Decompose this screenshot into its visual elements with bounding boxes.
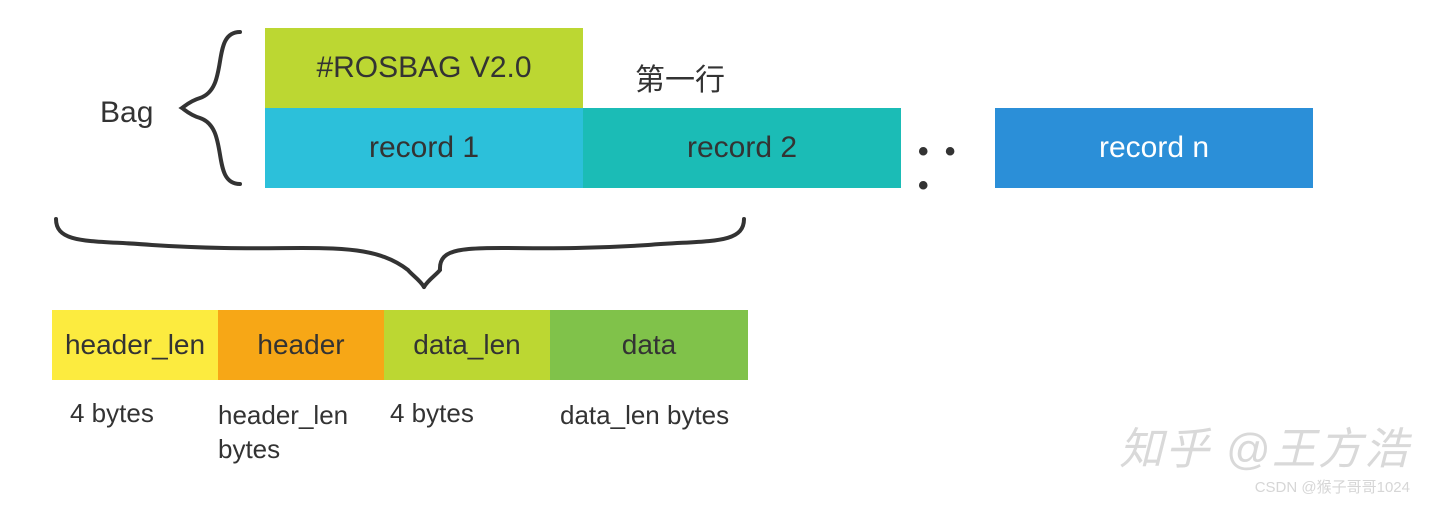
size-data-len-text: 4 bytes [390, 398, 474, 429]
seg-data-text: data [622, 329, 677, 361]
size-header-text: header_len bytes [218, 398, 384, 466]
size-header-len-text: 4 bytes [70, 398, 154, 429]
record1-text: record 1 [369, 131, 479, 165]
seg-data: data [550, 310, 748, 380]
seg-data-len-text: data_len [413, 329, 520, 361]
rosbag-box: #ROSBAG V2.0 [265, 28, 583, 108]
lower-brace [52, 215, 748, 295]
recordn-box: record n [995, 108, 1313, 188]
watermark-zhihu: 知乎 @王方浩 [1119, 413, 1410, 477]
ellipsis-text: • • • [918, 135, 978, 203]
watermark-zhihu-text: 知乎 @王方浩 [1119, 425, 1410, 474]
ellipsis: • • • [918, 135, 978, 203]
record2-text: record 2 [687, 131, 797, 165]
size-data: data_len bytes [560, 398, 740, 432]
size-data-text: data_len bytes [560, 398, 729, 432]
watermark-csdn-text: CSDN @猴子哥哥1024 [1255, 479, 1410, 496]
seg-header-len-text: header_len [65, 329, 205, 361]
bag-label: Bag [100, 96, 153, 130]
bag-label-text: Bag [100, 96, 153, 130]
watermark-csdn: CSDN @猴子哥哥1024 [1255, 476, 1410, 497]
top-brace [180, 28, 250, 188]
firstline-text: 第一行 [635, 55, 725, 99]
size-header: header_len bytes [218, 398, 384, 466]
size-data-len: 4 bytes [390, 398, 540, 429]
seg-header: header [218, 310, 384, 380]
seg-header-len: header_len [52, 310, 218, 380]
seg-data-len: data_len [384, 310, 550, 380]
size-header-len: 4 bytes [70, 398, 210, 429]
firstline-label: 第一行 [635, 55, 725, 99]
record2-box: record 2 [583, 108, 901, 188]
recordn-text: record n [1099, 131, 1209, 165]
rosbag-text: #ROSBAG V2.0 [316, 51, 531, 85]
record1-box: record 1 [265, 108, 583, 188]
seg-header-text: header [257, 329, 344, 361]
